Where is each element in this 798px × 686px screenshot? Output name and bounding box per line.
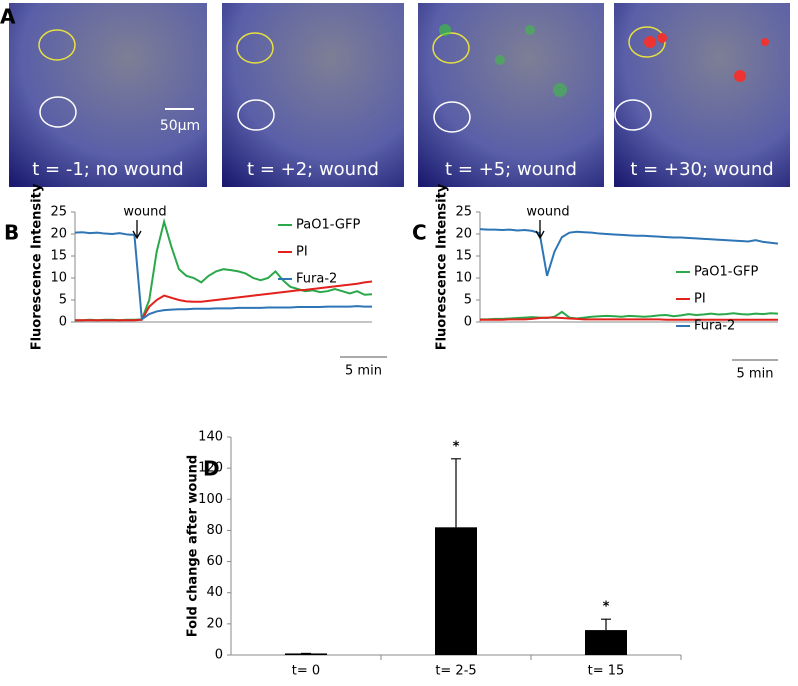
annotation-arrow	[535, 220, 545, 240]
error-bar	[451, 458, 461, 528]
y-tick-label: 60	[206, 554, 223, 569]
legend-label: PI	[694, 292, 706, 307]
series-line	[480, 316, 778, 321]
image-caption: t = -1; no wound	[32, 159, 183, 180]
legend-label: PaO1-GFP	[694, 265, 758, 280]
y-tick-label: 15	[50, 249, 67, 264]
y-tick-label: 20	[50, 227, 67, 242]
y-tick-label: 15	[455, 249, 472, 264]
y-tick-label: 100	[198, 492, 223, 507]
bar	[285, 653, 327, 655]
y-axis-label: Fluorescence Intensity	[30, 183, 45, 350]
y-axis-label: Fluorescence Intensity	[435, 183, 450, 350]
series-line	[75, 280, 373, 322]
y-tick-label: 10	[50, 271, 67, 286]
y-tick-label: 40	[206, 585, 223, 600]
image-caption: t = +5; wound	[445, 159, 577, 180]
y-axis-label: Fold change after wound	[186, 455, 201, 637]
legend-label: PaO1-GFP	[296, 218, 360, 233]
scale-bar-label: 5 min	[345, 364, 382, 379]
image	[614, 3, 790, 187]
annotation-arrow	[132, 220, 142, 240]
y-tick-label: 0	[215, 648, 223, 663]
series-line	[480, 310, 779, 321]
scale-bar-label: 50μm	[160, 118, 200, 134]
series-line	[479, 228, 779, 277]
panel-label: B	[4, 221, 19, 245]
y-tick-label: 5	[464, 293, 472, 308]
legend-label: PI	[296, 245, 308, 260]
y-tick-label: 10	[455, 271, 472, 286]
x-tick-label: t= 0	[292, 664, 320, 679]
y-tick-label: 140	[198, 430, 223, 445]
legend-label: Fura-2	[296, 272, 337, 287]
series-line	[74, 231, 372, 322]
y-tick-label: 5	[59, 293, 67, 308]
x-tick-label: t= 15	[588, 664, 625, 679]
y-tick-label: 20	[455, 227, 472, 242]
microscopy-panels: 50μm t = -1; no wound t = +2; wound t = …	[9, 3, 790, 187]
image-caption: t = +30; wound	[630, 159, 773, 180]
image	[9, 3, 207, 187]
bar	[585, 630, 627, 655]
y-tick-label: 25	[455, 205, 472, 220]
y-tick-label: 25	[50, 205, 67, 220]
significance-marker: *	[453, 439, 460, 454]
annotation: wound	[526, 205, 569, 220]
y-tick-label: 20	[206, 616, 223, 631]
legend-label: Fura-2	[694, 319, 735, 334]
y-tick-label: 0	[464, 315, 472, 330]
scale-bar-label: 5 min	[737, 367, 774, 382]
panel-label: D	[203, 457, 220, 481]
y-tick-label: 120	[198, 461, 223, 476]
y-tick-label: 0	[59, 315, 67, 330]
bar	[435, 527, 477, 655]
image-caption: t = +2; wound	[247, 159, 379, 180]
x-tick-label: t= 2-5	[435, 664, 476, 679]
panel-label: C	[412, 221, 427, 245]
annotation: wound	[123, 205, 166, 220]
y-tick-label: 80	[206, 523, 223, 538]
panel-label: A	[0, 5, 16, 29]
error-bar	[601, 618, 611, 631]
significance-marker: *	[603, 600, 610, 615]
